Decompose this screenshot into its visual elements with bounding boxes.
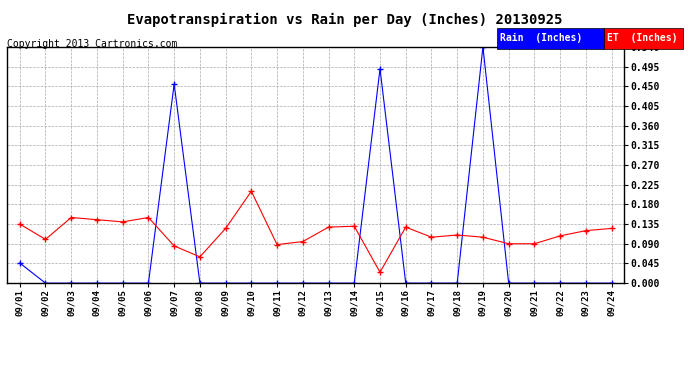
Text: ET  (Inches): ET (Inches) [607, 33, 677, 44]
Text: Copyright 2013 Cartronics.com: Copyright 2013 Cartronics.com [7, 39, 177, 50]
Text: Rain  (Inches): Rain (Inches) [500, 33, 582, 44]
Text: Evapotranspiration vs Rain per Day (Inches) 20130925: Evapotranspiration vs Rain per Day (Inch… [127, 13, 563, 27]
